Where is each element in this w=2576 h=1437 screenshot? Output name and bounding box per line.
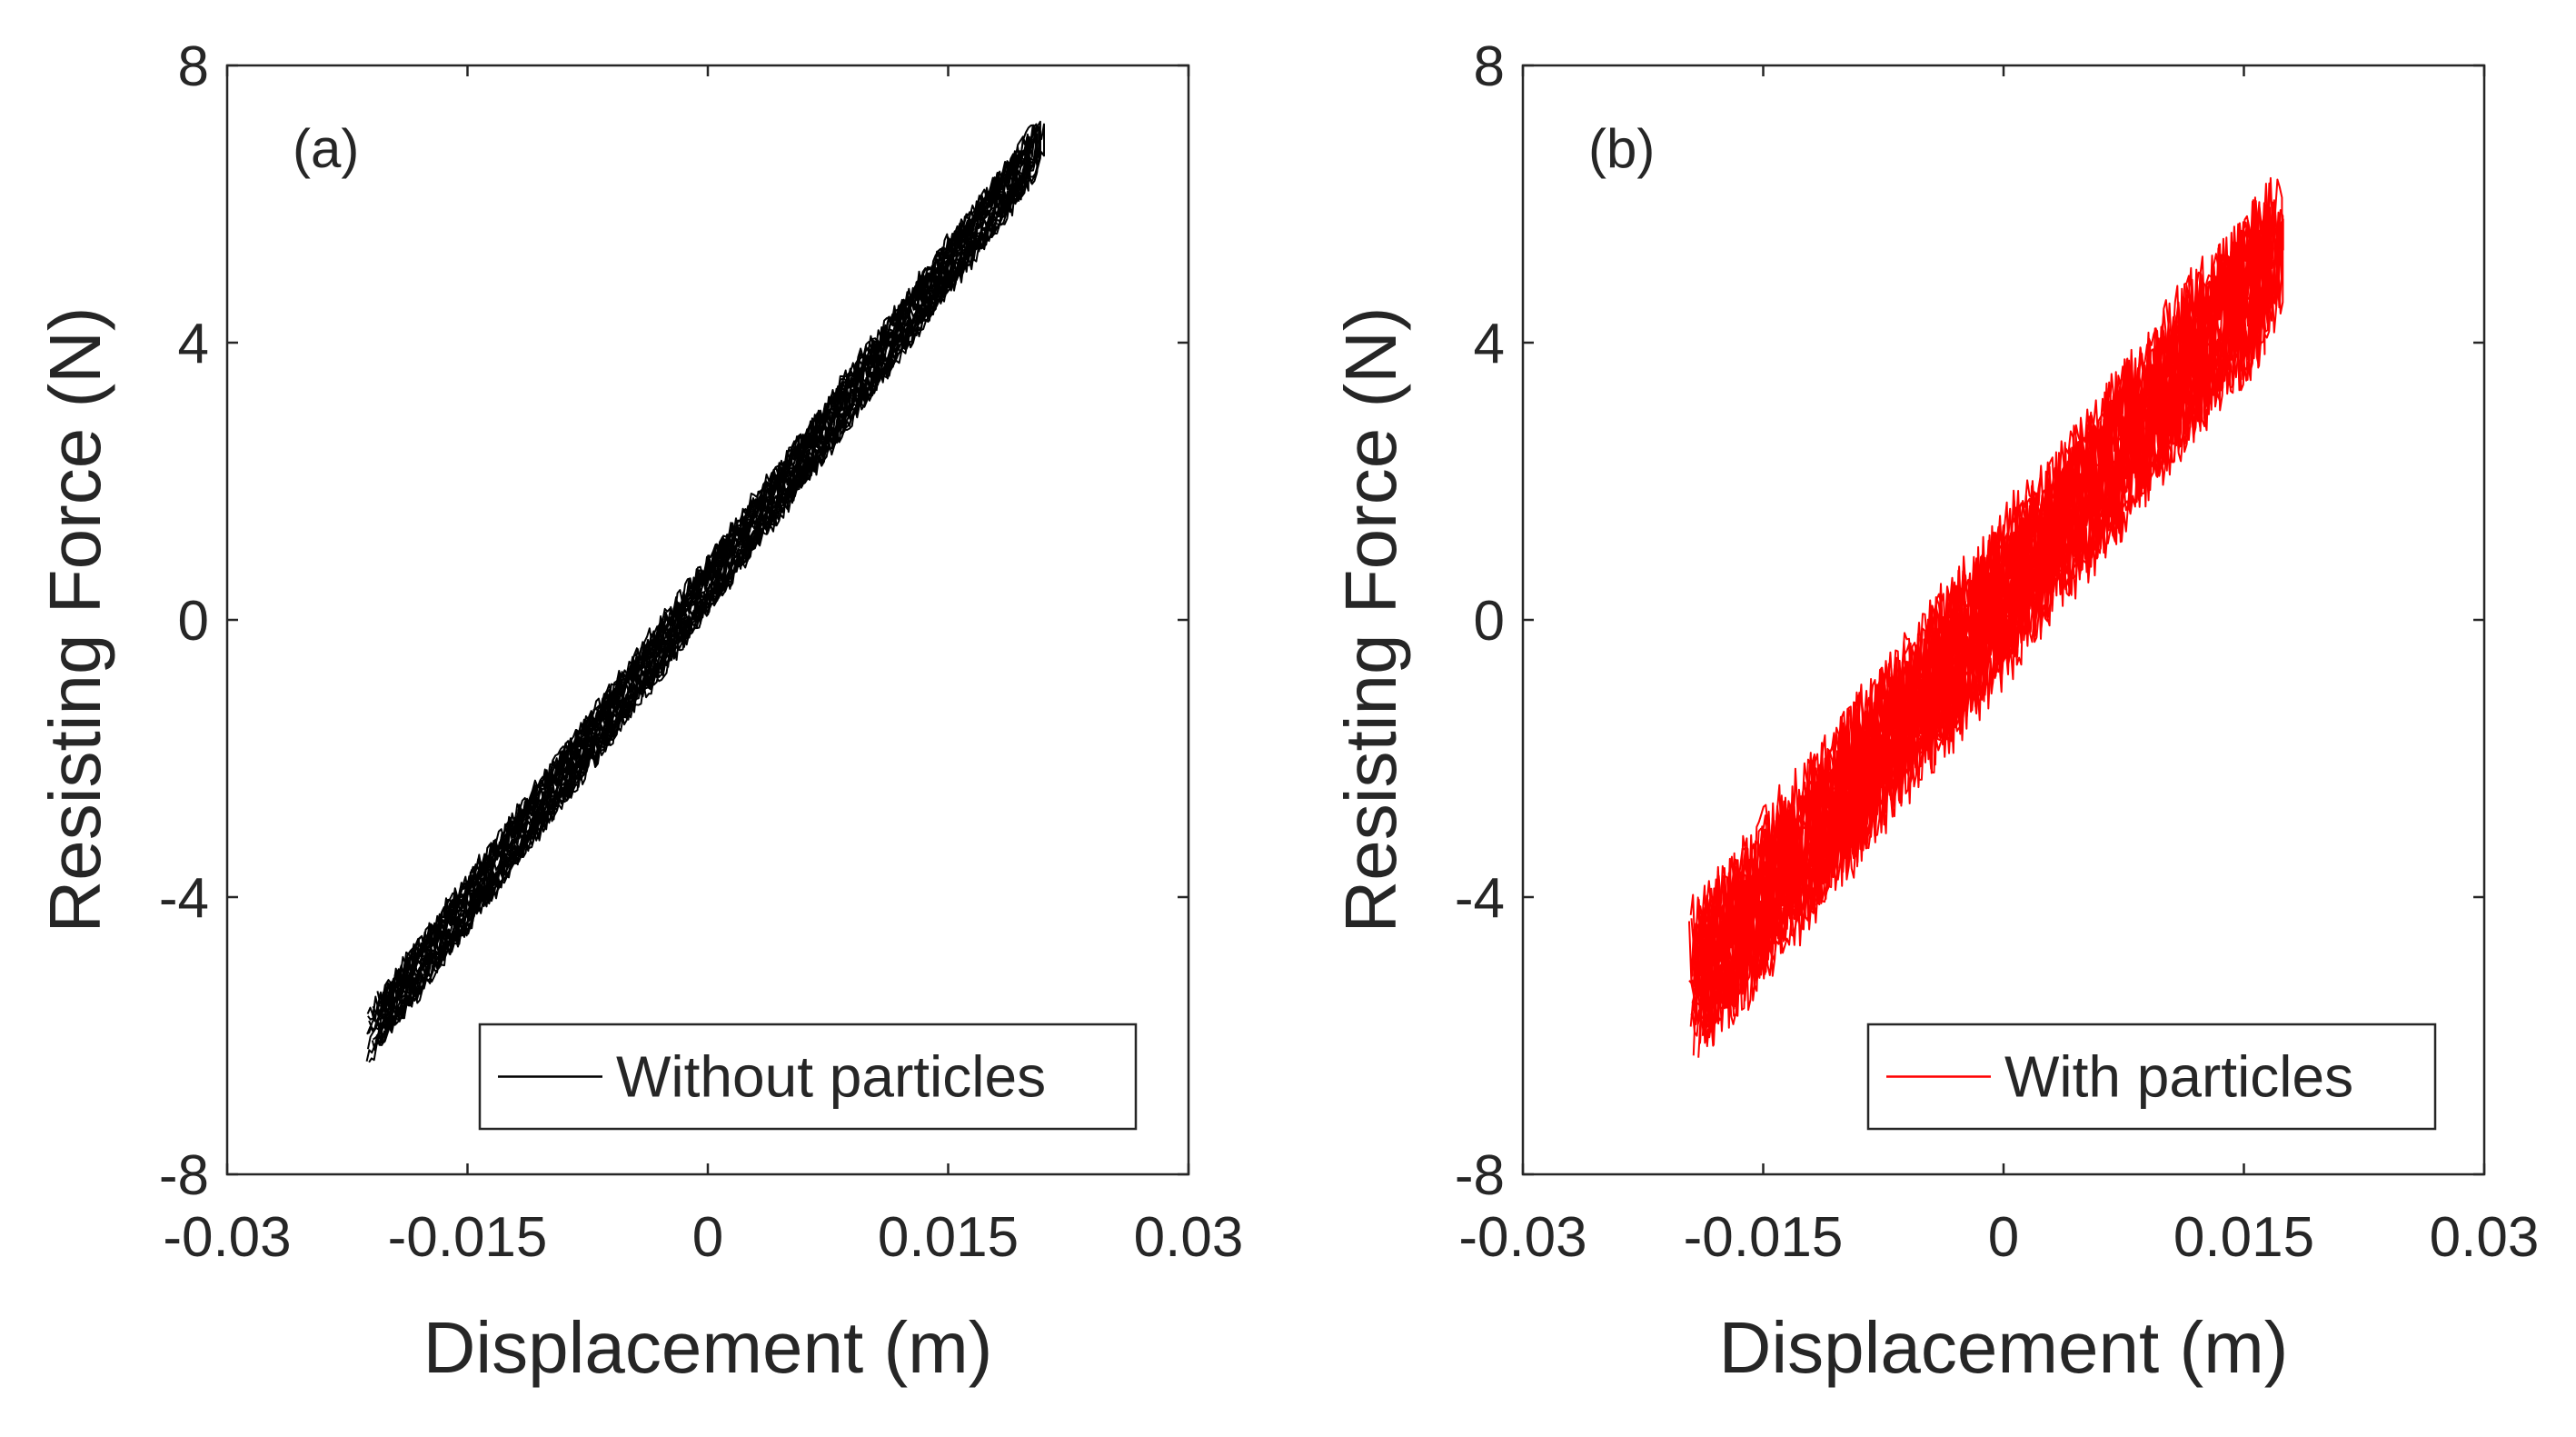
- x-tick-label: 0: [1988, 1206, 2019, 1269]
- legend-label: With particles: [2004, 1044, 2353, 1110]
- y-tick-label: 8: [178, 35, 209, 98]
- series-line-cycle-13: [375, 149, 1028, 1046]
- x-tick-label: 0.03: [1134, 1206, 1244, 1269]
- x-tick-label: 0.03: [2430, 1206, 2540, 1269]
- y-tick-label: 8: [1474, 35, 1505, 98]
- y-axis-label: Resisting Force (N): [1330, 306, 1411, 933]
- panel-label: (a): [293, 118, 359, 179]
- y-axis-label: Resisting Force (N): [35, 306, 115, 933]
- y-tick-label: -4: [1455, 867, 1505, 930]
- y-tick-label: -8: [159, 1144, 209, 1207]
- panel-label: (b): [1588, 118, 1655, 179]
- y-tick-label: 4: [178, 313, 209, 375]
- y-tick-label: 4: [1474, 313, 1505, 375]
- series-line-cycle-12: [376, 124, 1040, 1023]
- y-tick-label: -8: [1455, 1144, 1505, 1207]
- panel-b: -0.03 -0.015 0 0.015 0.03 -8 -4 0 4 8 Displacement…: [1330, 35, 2539, 1388]
- series-line-cycle-14: [1695, 196, 2272, 1013]
- x-tick-label: 0.015: [878, 1206, 1019, 1269]
- x-tick-label: -0.03: [1458, 1206, 1586, 1269]
- x-tick-label: -0.015: [388, 1206, 548, 1269]
- series-line-cycle-14: [372, 123, 1038, 1041]
- x-tick-label: 0: [692, 1206, 723, 1269]
- legend: Without particles: [478, 1023, 1138, 1131]
- x-tick-label: -0.03: [163, 1206, 291, 1269]
- plot-area: [365, 120, 1045, 1063]
- x-axis-label: Displacement (m): [423, 1307, 993, 1388]
- y-tick-label: -4: [159, 867, 209, 930]
- axes-box: [225, 64, 1190, 1176]
- x-tick-label: 0.015: [2173, 1206, 2314, 1269]
- panel-a: -0.03 -0.015 0 0.015 0.03 -8 -4 0 4 8 Displacement…: [35, 35, 1243, 1388]
- x-axis-label: Displacement (m): [1719, 1307, 2289, 1388]
- x-tick-label: -0.015: [1684, 1206, 1844, 1269]
- y-tick-label: 0: [178, 590, 209, 653]
- legend-label: Without particles: [616, 1044, 1046, 1110]
- legend: With particles: [1866, 1023, 2437, 1131]
- y-tick-label: 0: [1474, 590, 1505, 653]
- series-line-cycle-13: [1690, 200, 2276, 1023]
- plot-area: [1688, 176, 2284, 1058]
